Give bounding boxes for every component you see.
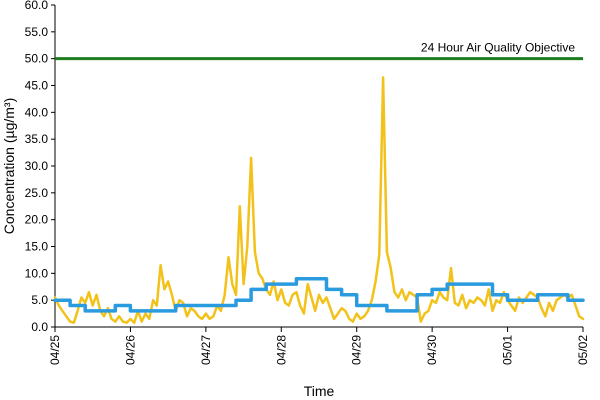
x-tick-label: 04/26 bbox=[123, 335, 137, 365]
y-axis: 0.0 5.0 10.0 15.0 20.0 25.0 30.0 35.0 40.0 45.0 50… bbox=[25, 0, 56, 334]
y-tick-label: 45.0 bbox=[25, 79, 49, 93]
x-tick-label: 04/27 bbox=[199, 335, 213, 365]
x-tick-label: 04/30 bbox=[425, 335, 439, 365]
x-axis: 04/25 04/26 04/27 04/28 04/29 04/30 05/01 05/02 bbox=[48, 326, 590, 365]
y-tick-label: 50.0 bbox=[25, 52, 49, 66]
x-tick-label: 04/25 bbox=[48, 335, 62, 365]
plot-area: 0.0 5.0 10.0 15.0 20.0 25.0 30.0 35.0 40.0 45.0 50… bbox=[25, 0, 590, 365]
x-tick-label: 05/01 bbox=[501, 335, 515, 365]
x-tick-label: 05/02 bbox=[576, 335, 590, 365]
y-tick-label: 40.0 bbox=[25, 105, 49, 119]
y-tick-label: 25.0 bbox=[25, 186, 49, 200]
y-tick-label: 5.0 bbox=[31, 293, 48, 307]
y-tick-label: 20.0 bbox=[25, 213, 49, 227]
y-axis-title: Concentration (µg/m³) bbox=[1, 98, 17, 234]
y-tick-label: 10.0 bbox=[25, 266, 49, 280]
y-tick-label: 60.0 bbox=[25, 0, 49, 12]
x-axis-title: Time bbox=[304, 383, 335, 399]
y-tick-label: 15.0 bbox=[25, 240, 49, 254]
y-tick-label: 30.0 bbox=[25, 159, 49, 173]
x-tick-label: 04/28 bbox=[274, 335, 288, 365]
y-tick-label: 55.0 bbox=[25, 25, 49, 39]
series-layer bbox=[53, 76, 585, 324]
y-tick-label: 35.0 bbox=[25, 132, 49, 146]
x-tick-label: 04/29 bbox=[350, 335, 364, 365]
concentration-line bbox=[53, 76, 585, 324]
y-tick-label: 0.0 bbox=[31, 320, 48, 334]
rolling-average-line bbox=[53, 276, 585, 313]
objective-group: 24 Hour Air Quality Objective bbox=[55, 41, 583, 61]
objective-label: 24 Hour Air Quality Objective bbox=[421, 41, 575, 55]
